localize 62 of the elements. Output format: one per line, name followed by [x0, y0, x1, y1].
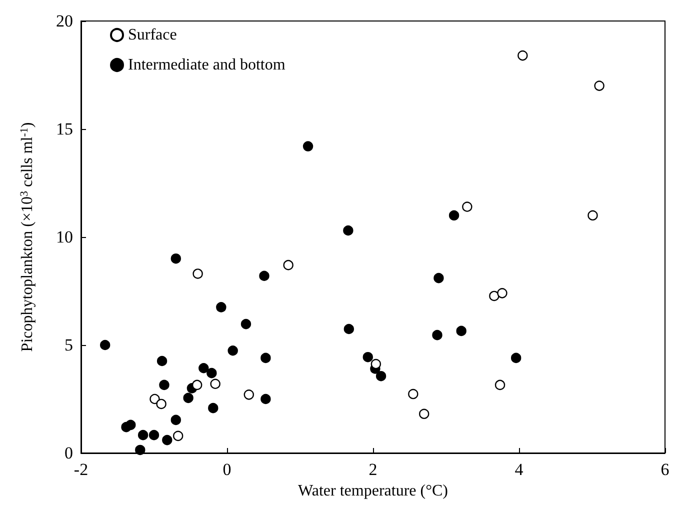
x-tick-label: 0: [222, 460, 232, 479]
point: [419, 408, 430, 419]
point: [432, 330, 442, 340]
x-axis-title: Water temperature (°C): [298, 482, 448, 500]
point: [302, 141, 314, 152]
x-tick-label: 2: [368, 460, 378, 479]
point: [148, 430, 160, 440]
point: [489, 290, 500, 302]
point: [198, 363, 209, 374]
point: [259, 270, 270, 281]
point: [240, 318, 252, 330]
point: [594, 80, 604, 91]
point: [192, 380, 202, 390]
point: [244, 390, 254, 400]
point: [170, 254, 181, 264]
y-tick-label: 10: [56, 228, 73, 246]
point: [283, 260, 294, 270]
y-tick-label: 5: [64, 336, 73, 354]
point: [343, 225, 354, 236]
point: [260, 394, 271, 404]
point: [156, 356, 168, 366]
point: [462, 202, 472, 212]
y-tick-label: 20: [56, 12, 73, 30]
point: [162, 434, 172, 446]
point: [376, 371, 386, 382]
point: [173, 430, 184, 442]
y-tick-label: 0: [64, 444, 73, 462]
legend-label: Surface: [128, 26, 177, 44]
point: [159, 380, 170, 390]
point: [138, 430, 148, 440]
point: [260, 352, 271, 364]
point: [228, 346, 238, 356]
point: [518, 50, 528, 61]
point: [126, 420, 136, 430]
legend-label: Intermediate and bottom: [128, 56, 286, 74]
point: [192, 268, 203, 279]
point: [150, 394, 160, 404]
point: [456, 326, 466, 336]
point: [362, 352, 373, 362]
y-axis-title: Picophytoplankton (×103 cells ml-1): [18, 122, 36, 352]
point: [408, 388, 418, 400]
y-tick-label: 15: [56, 120, 73, 138]
point: [156, 398, 166, 410]
point: [210, 378, 220, 389]
x-tick-label: -2: [74, 460, 88, 479]
point: [510, 352, 522, 364]
point: [216, 302, 226, 312]
point: [588, 210, 598, 220]
point: [494, 380, 506, 390]
point: [497, 288, 508, 298]
point: [370, 358, 382, 370]
point: [434, 272, 444, 284]
x-tick-label: 6: [660, 460, 670, 479]
x-tick-label: 4: [514, 460, 524, 479]
point: [135, 444, 146, 456]
point: [170, 414, 181, 426]
point: [344, 324, 354, 334]
point: [206, 368, 217, 378]
point: [100, 340, 110, 350]
point: [448, 210, 460, 220]
point: [183, 392, 194, 404]
point: [208, 402, 218, 414]
